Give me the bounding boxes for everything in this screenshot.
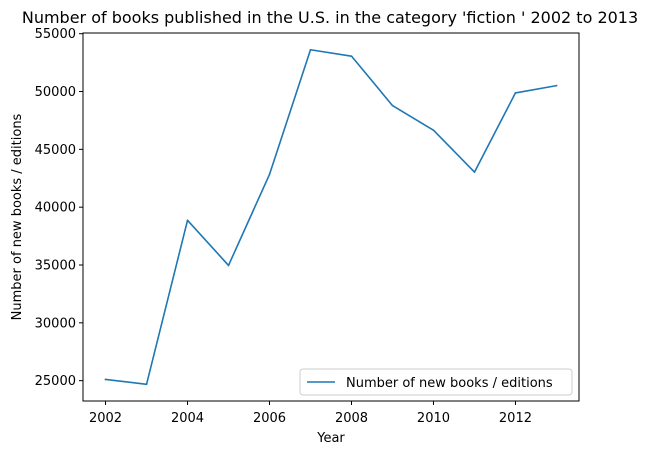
data-point	[104, 378, 107, 381]
y-tick-label: 35000	[35, 258, 76, 273]
data-point	[186, 219, 189, 222]
x-axis-title: Year	[316, 431, 345, 446]
data-point	[145, 383, 148, 386]
x-tick-label: 2002	[89, 411, 122, 426]
x-tick-label: 2004	[171, 411, 204, 426]
data-point	[309, 48, 312, 51]
legend-box	[299, 368, 573, 396]
data-point	[555, 84, 558, 87]
legend-label: Number of new books / editions	[346, 376, 553, 391]
y-tick-label: 50000	[35, 85, 76, 100]
series-layer	[104, 48, 558, 386]
legend: Number of new books / editions	[299, 368, 573, 396]
plot-frame	[82, 32, 580, 402]
y-tick-label: 45000	[35, 143, 76, 158]
data-point	[268, 173, 271, 176]
data-point	[514, 92, 517, 94]
chart-title: Number of books published in the U.S. in…	[22, 8, 638, 27]
y-axis: 25000 30000 35000 40000 45000 50000 55000	[35, 27, 83, 389]
data-point	[473, 171, 476, 173]
y-tick-label: 40000	[35, 201, 76, 216]
x-tick-label: 2008	[335, 411, 368, 426]
y-tick-label: 30000	[35, 316, 76, 331]
x-tick-label: 2012	[499, 411, 532, 426]
x-tick-label: 2010	[417, 411, 450, 426]
series-line-0	[104, 48, 558, 386]
x-axis: 2002 2004 2006 2008 2010 2012	[89, 401, 532, 426]
data-point	[391, 104, 394, 107]
y-axis-title: Number of new books / editions	[10, 113, 25, 320]
data-point	[227, 264, 230, 267]
data-point	[350, 55, 353, 57]
y-tick-label: 25000	[35, 374, 76, 389]
data-point	[432, 129, 435, 132]
y-tick-label: 55000	[35, 27, 76, 42]
x-tick-label: 2006	[253, 411, 286, 426]
